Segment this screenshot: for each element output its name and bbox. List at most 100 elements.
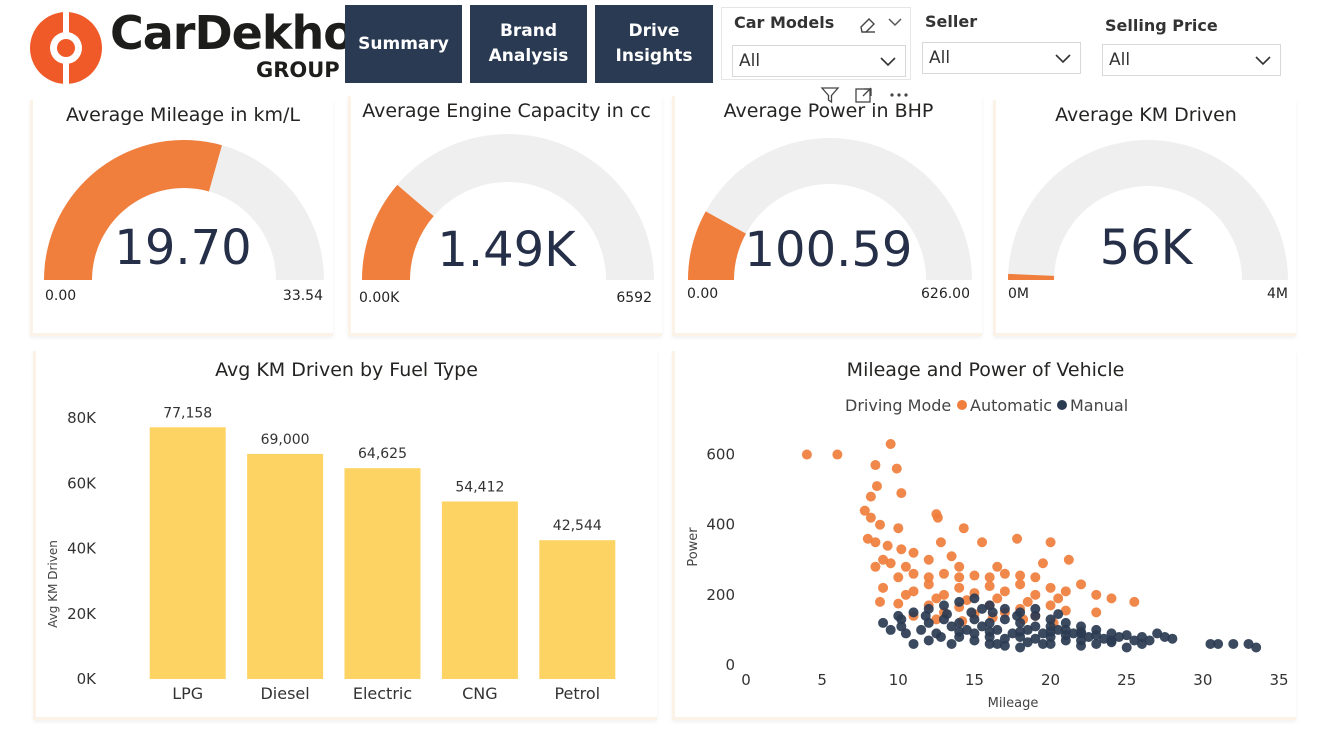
scatter-point-automatic[interactable]	[1045, 600, 1056, 611]
scatter-point-manual[interactable]	[1037, 638, 1048, 649]
scatter-point-automatic[interactable]	[1037, 558, 1048, 569]
scatter-point-manual[interactable]	[1076, 626, 1087, 637]
scatter-point-automatic[interactable]	[932, 512, 943, 523]
scatter-point-manual[interactable]	[999, 640, 1010, 651]
scatter-point-automatic[interactable]	[935, 537, 946, 548]
scatter-point-automatic[interactable]	[865, 491, 876, 502]
scatter-point-automatic[interactable]	[1015, 570, 1026, 581]
scatter-point-manual[interactable]	[1121, 630, 1132, 641]
scatter-point-automatic[interactable]	[908, 547, 919, 558]
scatter-point-manual[interactable]	[1083, 631, 1094, 642]
scatter-point-manual[interactable]	[969, 635, 980, 646]
scatter-point-automatic[interactable]	[893, 572, 904, 583]
scatter-point-manual[interactable]	[1045, 614, 1056, 625]
scatter-point-manual[interactable]	[1053, 609, 1064, 620]
scatter-point-manual[interactable]	[969, 628, 980, 639]
scatter-point-manual[interactable]	[954, 596, 965, 607]
scatter-point-automatic[interactable]	[1091, 607, 1102, 618]
scatter-point-manual[interactable]	[1045, 638, 1056, 649]
scatter-point-manual[interactable]	[999, 633, 1010, 644]
bar-diesel[interactable]	[247, 453, 324, 679]
scatter-point-automatic[interactable]	[969, 570, 980, 581]
scatter-point-automatic[interactable]	[1045, 537, 1056, 548]
scatter-point-automatic[interactable]	[923, 572, 934, 583]
scatter-point-automatic[interactable]	[1091, 589, 1102, 600]
scatter-point-automatic[interactable]	[1053, 593, 1064, 604]
scatter-point-automatic[interactable]	[954, 582, 965, 593]
scatter-point-automatic[interactable]	[954, 572, 965, 583]
scatter-point-manual[interactable]	[954, 617, 965, 628]
scatter-point-manual[interactable]	[984, 638, 995, 649]
scatter-point-manual[interactable]	[969, 593, 980, 604]
scatter-point-manual[interactable]	[1213, 638, 1224, 649]
scatter-point-manual[interactable]	[908, 607, 919, 618]
scatter-point-manual[interactable]	[966, 607, 977, 618]
scatter-point-automatic[interactable]	[984, 581, 995, 592]
scatter-point-manual[interactable]	[1152, 628, 1163, 639]
scatter-point-manual[interactable]	[1129, 635, 1140, 646]
chevron-down-icon[interactable]	[887, 15, 903, 29]
scatter-point-manual[interactable]	[1060, 630, 1071, 641]
scatter-point-manual[interactable]	[1012, 610, 1023, 621]
scatter-point-automatic[interactable]	[885, 439, 896, 450]
scatter-point-automatic[interactable]	[875, 519, 886, 530]
focus-mode-icon[interactable]	[854, 86, 874, 104]
scatter-point-automatic[interactable]	[977, 537, 988, 548]
scatter-point-manual[interactable]	[896, 614, 907, 625]
scatter-point-manual[interactable]	[1251, 642, 1262, 653]
scatter-point-automatic[interactable]	[893, 523, 904, 534]
bar-electric[interactable]	[344, 468, 421, 679]
scatter-point-manual[interactable]	[992, 638, 1003, 649]
scatter-point-automatic[interactable]	[908, 568, 919, 579]
scatter-point-manual[interactable]	[1068, 628, 1079, 639]
scatter-point-automatic[interactable]	[954, 561, 965, 572]
scatter-point-manual[interactable]	[885, 624, 896, 635]
scatter-point-automatic[interactable]	[870, 460, 881, 471]
scatter-point-automatic[interactable]	[896, 544, 907, 555]
scatter-point-automatic[interactable]	[878, 582, 889, 593]
scatter-point-automatic[interactable]	[832, 449, 843, 460]
eraser-icon[interactable]	[858, 14, 878, 34]
scatter-point-manual[interactable]	[946, 638, 957, 649]
scatter-point-manual[interactable]	[1121, 642, 1132, 653]
bar-cng[interactable]	[441, 501, 518, 679]
scatter-point-manual[interactable]	[923, 635, 934, 646]
scatter-point-manual[interactable]	[878, 617, 889, 628]
scatter-point-automatic[interactable]	[1022, 596, 1033, 607]
bar-petrol[interactable]	[539, 540, 616, 679]
more-options-icon[interactable]	[888, 86, 910, 104]
scatter-point-automatic[interactable]	[961, 595, 972, 606]
brand-analysis-button[interactable]: Brand Analysis	[470, 5, 587, 83]
scatter-point-automatic[interactable]	[862, 533, 873, 544]
scatter-point-automatic[interactable]	[871, 481, 882, 492]
scatter-point-manual[interactable]	[1022, 624, 1033, 635]
scatter-point-automatic[interactable]	[938, 568, 949, 579]
scatter-point-manual[interactable]	[1091, 638, 1102, 649]
scatter-point-manual[interactable]	[1030, 633, 1041, 644]
scatter-point-manual[interactable]	[1060, 617, 1071, 628]
scatter-point-automatic[interactable]	[865, 512, 876, 523]
drive-insights-button[interactable]: Drive Insights	[595, 5, 713, 83]
scatter-point-automatic[interactable]	[870, 537, 881, 548]
seller-dropdown[interactable]: All	[922, 42, 1081, 74]
scatter-point-manual[interactable]	[1007, 628, 1018, 639]
scatter-point-manual[interactable]	[1015, 642, 1026, 653]
scatter-point-manual[interactable]	[1167, 633, 1178, 644]
scatter-point-automatic[interactable]	[992, 561, 1003, 572]
scatter-point-manual[interactable]	[984, 617, 995, 628]
scatter-point-automatic[interactable]	[859, 505, 870, 516]
scatter-point-automatic[interactable]	[878, 554, 889, 565]
scatter-point-automatic[interactable]	[900, 561, 911, 572]
scatter-point-manual[interactable]	[1015, 626, 1026, 637]
scatter-point-manual[interactable]	[935, 631, 946, 642]
scatter-point-automatic[interactable]	[999, 568, 1010, 579]
car-models-dropdown[interactable]: All	[732, 45, 906, 77]
scatter-point-automatic[interactable]	[931, 614, 942, 625]
scatter-point-manual[interactable]	[1243, 638, 1254, 649]
scatter-point-manual[interactable]	[999, 603, 1010, 614]
scatter-point-manual[interactable]	[992, 624, 1003, 635]
scatter-point-manual[interactable]	[961, 624, 972, 635]
scatter-point-automatic[interactable]	[1012, 533, 1023, 544]
scatter-point-automatic[interactable]	[1030, 572, 1041, 583]
scatter-point-manual[interactable]	[977, 621, 988, 632]
